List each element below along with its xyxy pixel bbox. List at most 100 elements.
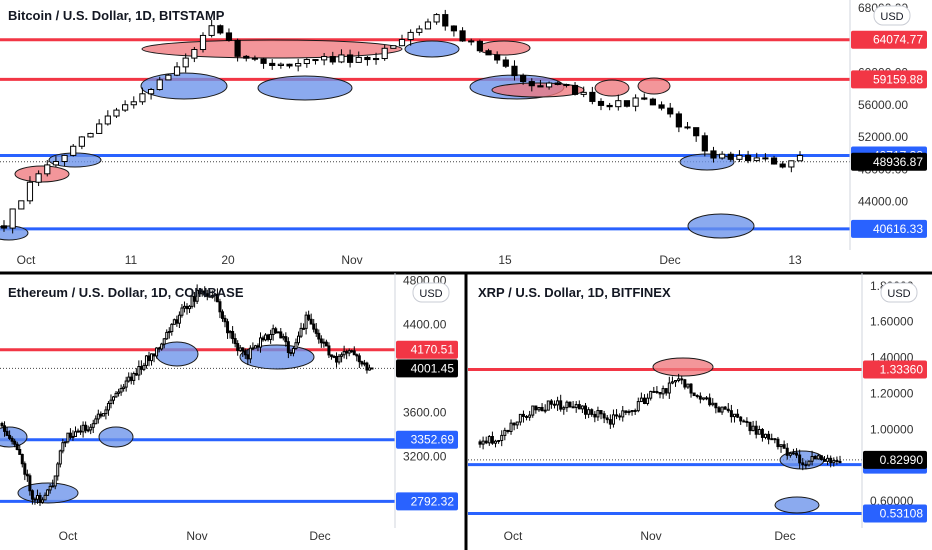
currency-button[interactable]: USD (412, 282, 450, 303)
chart-title: Bitcoin / U.S. Dollar, 1D, BITSTAMP (8, 8, 225, 23)
candle-up (796, 155, 804, 162)
currency-button[interactable]: USD (880, 282, 918, 303)
xrp-chart-panel[interactable]: 0.600000.800001.000001.200001.400001.600… (468, 279, 927, 543)
candle-up (611, 414, 615, 425)
candle-down (193, 295, 197, 302)
candle-down (605, 417, 609, 421)
candle-up (720, 406, 724, 413)
candle-up (757, 429, 761, 435)
candle-up (299, 327, 303, 337)
candle-down (744, 154, 752, 162)
candle-down (307, 314, 311, 320)
candle-down (658, 104, 665, 109)
chart-title: XRP / U.S. Dollar, 1D, BITFINEX (478, 285, 671, 300)
candle-down (655, 390, 659, 393)
bitcoin-chart-panel[interactable]: 44000.0048000.0052000.0056000.0060000.00… (0, 0, 932, 272)
support-zone (0, 225, 29, 241)
candle-down (762, 157, 769, 160)
candle-up (407, 31, 414, 40)
resistance-zone (637, 77, 671, 95)
level-price-label: 3352.69 (411, 433, 455, 447)
candle-down (739, 416, 743, 422)
candlesticks (0, 9, 804, 234)
candle-up (195, 289, 199, 302)
candle-down (693, 127, 700, 137)
candle-up (636, 401, 640, 412)
candle-up (96, 413, 100, 420)
candle-down (345, 351, 349, 354)
candle-up (173, 66, 181, 76)
candle-down (23, 463, 27, 475)
candle-down (511, 65, 518, 77)
candle-down (251, 57, 259, 60)
time-tick-label: Oct (59, 529, 78, 543)
candle-up (753, 157, 760, 162)
candle-down (785, 447, 789, 456)
candle-down (450, 25, 458, 32)
candle-down (357, 355, 361, 363)
candle-down (286, 341, 290, 353)
candle-down (352, 350, 356, 356)
resistance-zone (141, 39, 403, 59)
candle-up (182, 57, 189, 68)
candle-up (362, 362, 366, 365)
candle-up (18, 200, 25, 210)
candle-up (596, 410, 600, 418)
candle-up (303, 59, 310, 65)
candle-up (503, 429, 507, 436)
candle-up (732, 413, 736, 418)
currency-button[interactable]: USD (873, 5, 911, 26)
candle-up (130, 101, 137, 106)
candle-down (819, 455, 823, 460)
candle-up (124, 380, 128, 388)
candle-down (246, 354, 250, 360)
candle-up (322, 341, 326, 344)
candle-up (109, 399, 113, 404)
candle-up (210, 295, 214, 298)
candle-up (104, 115, 111, 125)
candle-up (199, 34, 207, 51)
candle-down (205, 293, 209, 297)
candle-down (692, 392, 696, 397)
candle-down (30, 490, 34, 500)
level-price-labels: 4170.51 3352.69 2792.32 4001.45 (396, 340, 458, 511)
candle-down (269, 62, 276, 66)
candle-down (664, 388, 668, 394)
candle-down (261, 337, 265, 341)
time-tick-label: Oct (17, 253, 36, 267)
candle-down (319, 338, 323, 344)
candle-down (365, 362, 369, 371)
resistance-label-box (851, 30, 927, 49)
candle-down (584, 405, 588, 415)
current-price-box (863, 450, 927, 469)
support-zone (257, 75, 353, 101)
candle-up (41, 499, 45, 503)
candle-up (76, 430, 80, 433)
candle-up (302, 327, 306, 330)
candle-down (633, 410, 637, 413)
candle-down (198, 289, 202, 295)
candle-down (760, 429, 764, 438)
level-lines (0, 348, 395, 503)
candle-down (534, 405, 538, 411)
level-price-label: 64074.77 (873, 33, 923, 47)
candle-down (554, 82, 561, 85)
current-price-label: 0.82990 (880, 453, 924, 467)
candle-up (213, 293, 217, 297)
candle-up (147, 89, 155, 95)
candle-down (599, 410, 603, 415)
candle-up (165, 74, 172, 81)
candle-down (324, 341, 328, 347)
currency-button-label: USD (419, 288, 442, 300)
candle-down (355, 354, 359, 357)
candle-down (286, 63, 293, 67)
candle-up (167, 331, 171, 334)
candle-down (284, 336, 288, 343)
candle-down (723, 406, 727, 410)
candle-down (649, 98, 657, 106)
candle-up (500, 434, 504, 441)
price-tick-label: 3200.00 (403, 450, 447, 464)
candle-up (677, 378, 681, 382)
